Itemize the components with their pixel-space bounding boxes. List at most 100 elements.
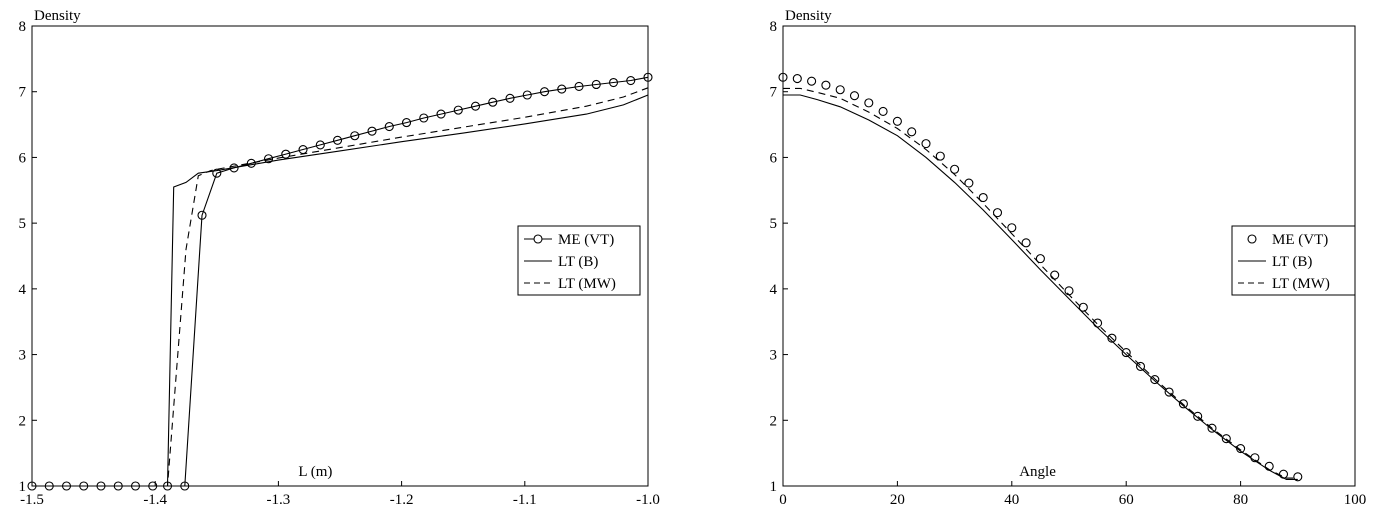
x-axis-label: L (m) — [298, 464, 332, 480]
data-point — [626, 75, 636, 86]
legend-swatch-marker — [1247, 234, 1257, 244]
data-point — [978, 192, 988, 203]
series-lt-b — [32, 94, 649, 487]
y-tick-label: 1 — [19, 479, 27, 495]
data-point — [992, 208, 1003, 218]
x-tick-label: -1.2 — [390, 492, 414, 508]
data-point — [1007, 223, 1017, 233]
y-axis-label: Density — [34, 8, 81, 24]
data-point — [892, 116, 902, 126]
data-point — [1150, 374, 1160, 385]
data-point — [539, 87, 550, 97]
legend-label: ME (VT) — [558, 232, 614, 248]
x-tick-label: -1.0 — [636, 492, 660, 508]
data-point — [907, 127, 917, 137]
series-me-vt — [778, 72, 1303, 482]
data-point — [835, 85, 845, 95]
series-line — [32, 94, 649, 487]
y-tick-label: 3 — [770, 348, 778, 364]
y-tick-label: 8 — [19, 19, 27, 35]
data-point — [849, 91, 860, 101]
plot-frame — [31, 25, 649, 487]
data-point — [1293, 472, 1303, 482]
data-point — [591, 79, 601, 90]
data-point — [263, 154, 274, 164]
left-density-chart: 1 2 3 4 5 6 7 8 -1.5 -1.4 -1.3 -1.2 -1.1 -1.0 Density L… — [19, 8, 660, 508]
x-tick-label: 100 — [1344, 492, 1367, 508]
x-tick-label: 20 — [890, 492, 905, 508]
y-tick-label: 2 — [19, 413, 27, 429]
data-point — [505, 93, 515, 103]
data-point — [315, 140, 325, 150]
data-point — [522, 90, 532, 100]
data-point — [384, 121, 394, 132]
data-point — [1078, 302, 1088, 312]
y-tick-label: 7 — [19, 85, 27, 101]
y-tick-label: 2 — [770, 413, 778, 429]
legend-label: LT (B) — [1272, 254, 1312, 270]
y-tick-label: 4 — [770, 282, 778, 298]
data-point — [1178, 399, 1188, 409]
data-point — [1207, 423, 1217, 433]
data-point — [1064, 286, 1074, 296]
x-tick-label: 40 — [1004, 492, 1019, 508]
y-tick-label: 8 — [770, 19, 778, 35]
series-line — [32, 87, 649, 487]
data-point — [574, 81, 584, 92]
legend-label: LT (B) — [558, 254, 598, 270]
x-tick-label: -1.1 — [513, 492, 537, 508]
legend-swatch-marker — [533, 234, 543, 244]
data-point — [1135, 361, 1146, 371]
data-point — [557, 84, 567, 94]
x-tick-label: -1.5 — [20, 492, 44, 508]
x-axis-label: Angle — [1019, 464, 1056, 480]
x-tick-label: -1.4 — [143, 492, 167, 508]
data-point — [180, 481, 190, 491]
data-point — [367, 126, 377, 136]
y-tick-label: 5 — [19, 216, 27, 232]
y-tick-label: 7 — [770, 85, 778, 101]
data-point — [821, 80, 831, 90]
legend-label: LT (MW) — [558, 276, 616, 292]
data-point — [935, 151, 945, 161]
data-point — [332, 135, 343, 145]
data-point — [1035, 254, 1045, 264]
data-point — [1121, 348, 1131, 358]
data-point — [488, 97, 498, 107]
data-point — [1021, 238, 1031, 248]
series-lt-b — [783, 94, 1298, 480]
data-point — [470, 101, 481, 111]
data-point — [864, 98, 874, 108]
y-tick-label: 3 — [19, 348, 27, 364]
series-lt-mw — [32, 87, 649, 487]
data-point — [608, 77, 619, 88]
y-tick-label: 5 — [770, 216, 778, 232]
x-tick-label: -1.3 — [267, 492, 291, 508]
data-point — [807, 76, 817, 86]
x-tick-label: 80 — [1233, 492, 1248, 508]
y-tick-label: 6 — [770, 150, 778, 166]
series-lt-mw — [783, 87, 1298, 479]
legend: ME (VT) LT (B) LT (MW) — [517, 225, 641, 296]
data-point — [792, 74, 802, 84]
series-line — [783, 94, 1298, 480]
data-point — [1050, 270, 1060, 280]
data-point — [1107, 333, 1117, 343]
data-point — [950, 164, 960, 174]
data-point — [878, 106, 888, 116]
data-point — [921, 139, 931, 149]
data-point — [281, 149, 291, 159]
data-point — [778, 72, 788, 82]
data-point — [1193, 411, 1203, 421]
data-point — [212, 168, 222, 178]
y-tick-label: 4 — [19, 282, 27, 298]
data-point — [453, 105, 463, 115]
data-point — [1164, 387, 1174, 397]
data-point — [1093, 318, 1103, 328]
data-point — [197, 210, 207, 220]
data-point — [419, 113, 429, 123]
data-point — [436, 109, 446, 119]
legend-label: LT (MW) — [1272, 276, 1330, 292]
y-tick-label: 6 — [19, 150, 27, 166]
